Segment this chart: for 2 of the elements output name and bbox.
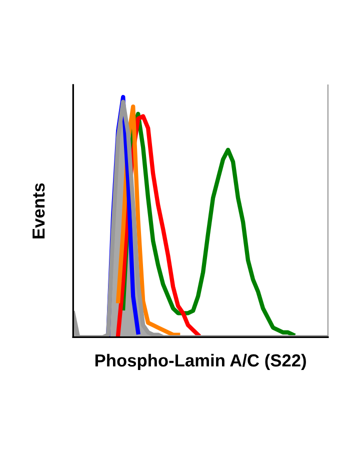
y-axis-title: Events bbox=[32, 183, 45, 238]
x-axis-title: Phospho-Lamin A/C (S22) bbox=[95, 354, 306, 370]
